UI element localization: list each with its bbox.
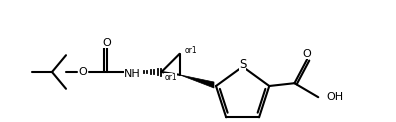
Polygon shape — [180, 75, 214, 88]
Text: O: O — [79, 67, 88, 77]
Text: S: S — [239, 58, 246, 71]
Text: O: O — [103, 38, 111, 48]
Text: NH: NH — [124, 69, 140, 79]
Text: O: O — [303, 49, 311, 59]
Text: or1: or1 — [164, 72, 177, 81]
Text: OH: OH — [326, 92, 343, 102]
Text: or1: or1 — [185, 46, 197, 55]
